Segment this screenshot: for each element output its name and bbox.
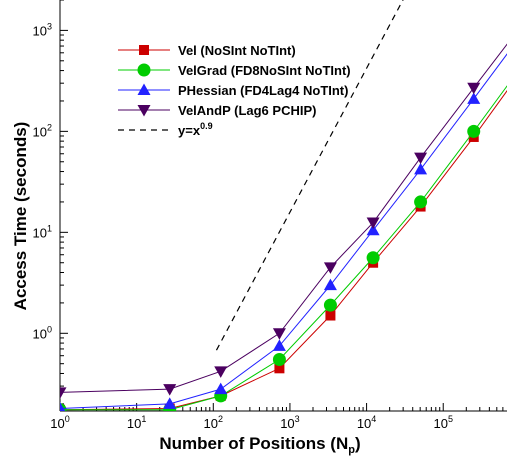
legend-label-sup: 0.9: [200, 121, 213, 131]
legend-label-text: PHessian (FD4Lag4 NoTInt): [178, 83, 348, 98]
x-tick-label-5: 105: [433, 414, 452, 431]
legend-marker-2: [137, 83, 151, 95]
legend-marker-0: [139, 45, 149, 55]
series-line-4: [215, 0, 404, 351]
series-2-point-1: [163, 397, 177, 409]
series-2-point-6: [414, 162, 428, 175]
y-tick-label-1: 101: [33, 223, 52, 240]
x-tick-label-exp: 4: [371, 414, 376, 424]
x-tick-label-0: 100: [50, 414, 69, 431]
x-tick-label-exp: 1: [141, 414, 146, 424]
y-tick-label-2: 102: [33, 122, 52, 139]
y-axis-title: Access Time (seconds): [11, 122, 30, 311]
series-3-point-1: [163, 384, 177, 396]
legend-label-0: Vel (NoSInt NoTInt): [178, 43, 296, 58]
x-tick-label-exp: 0: [65, 414, 70, 424]
x-tick-label-exp: 3: [295, 414, 300, 424]
y-tick-label-exp: 1: [47, 223, 52, 233]
legend-marker-3: [137, 105, 151, 117]
series-1-point-6: [414, 195, 428, 209]
legend: Vel (NoSInt NoTInt) VelGrad (FD8NoSInt No…: [118, 43, 351, 138]
legend-label-text: VelAndP (Lag6 PCHIP): [178, 103, 316, 118]
x-tick-label-base: 10: [433, 416, 447, 431]
y-tick-label-3: 103: [33, 21, 52, 38]
x-tick-label-3: 103: [280, 414, 299, 431]
y-tick-label-base: 10: [33, 326, 47, 341]
x-tick-label-base: 10: [204, 416, 218, 431]
y-tick-label-exp: 2: [47, 122, 52, 132]
x-tick-label-base: 10: [50, 416, 64, 431]
x-tick-label-exp: 5: [448, 414, 453, 424]
legend-label-text: y=x: [178, 123, 201, 138]
legend-label-2: PHessian (FD4Lag4 NoTInt): [178, 83, 348, 98]
x-tick-label-base: 10: [280, 416, 294, 431]
x-axis-title: Number of Positions (Np): [159, 434, 360, 456]
y-tick-label-exp: 0: [47, 324, 52, 334]
y-tick-label-base: 10: [33, 23, 47, 38]
x-tick-label-1: 101: [127, 414, 146, 431]
legend-label-text: VelGrad (FD8NoSInt NoTInt): [178, 63, 351, 78]
x-tick-label-exp: 2: [218, 414, 223, 424]
legend-marker-1: [137, 63, 151, 77]
y-tick-label-base: 10: [33, 124, 47, 139]
series-3-point-0: [60, 387, 67, 399]
series-3-point-4: [323, 262, 337, 274]
series-3-point-5: [366, 217, 380, 230]
legend-label-text: Vel (NoSInt NoTInt): [178, 43, 296, 58]
y-tick-label-0: 100: [33, 324, 52, 341]
x-tick-label-base: 10: [357, 416, 371, 431]
x-tick-label-base: 10: [127, 416, 141, 431]
legend-label-3: VelAndP (Lag6 PCHIP): [178, 103, 316, 118]
x-axis-title-sub: p: [348, 444, 355, 456]
series-2-point-5: [366, 223, 380, 236]
series-2-point-0: [60, 401, 66, 411]
x-axis-title-main: Number of Positions (N: [159, 434, 348, 453]
legend-label-4: y=x0.9: [178, 121, 213, 138]
series-3-point-2: [214, 366, 228, 378]
series-1-point-3: [272, 353, 286, 367]
series-0-point-3: [274, 363, 285, 374]
y-tick-label-exp: 3: [47, 21, 52, 31]
series-2-point-3: [272, 339, 286, 351]
series-group: [60, 0, 507, 411]
series-2-point-4: [323, 278, 337, 291]
series-3-point-3: [272, 328, 286, 340]
series-0-point-4: [325, 310, 336, 321]
series-1-point-4: [323, 298, 337, 312]
series-1-point-7: [467, 124, 481, 138]
x-tick-label-4: 104: [357, 414, 376, 431]
series-2-point-2: [214, 382, 228, 395]
series-3-point-7: [467, 82, 481, 95]
series-2-point-7: [467, 92, 481, 104]
legend-label-1: VelGrad (FD8NoSInt NoTInt): [178, 63, 351, 78]
x-axis-title-end: ): [355, 434, 361, 453]
y-tick-label-base: 10: [33, 225, 47, 240]
x-tick-label-2: 102: [204, 414, 223, 431]
series-3-point-6: [414, 152, 428, 165]
series-1-point-5: [366, 251, 380, 265]
